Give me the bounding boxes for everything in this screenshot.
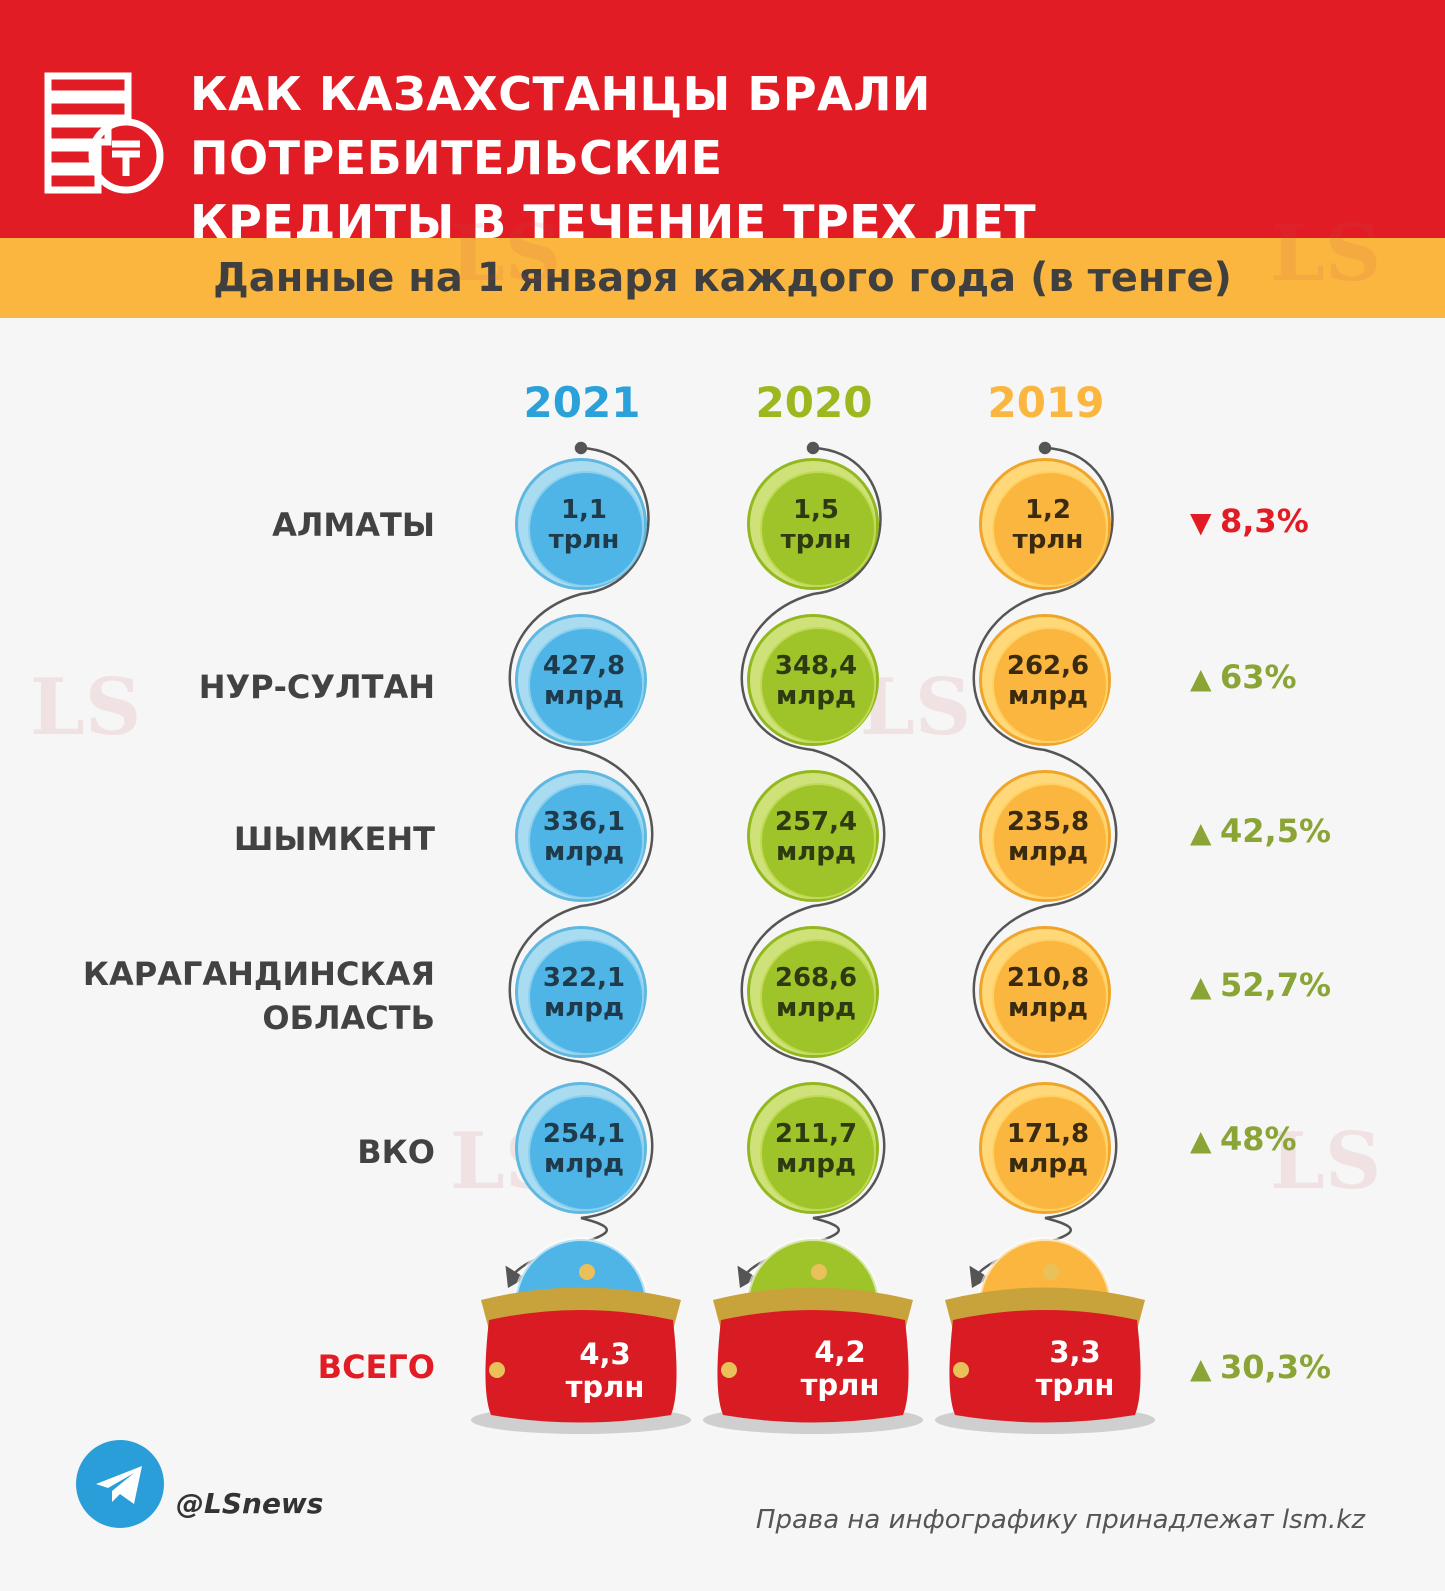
coin-karaganda-2020: 268,6 млрд <box>747 926 879 1058</box>
arrow-up-icon: ▲ <box>1190 662 1212 695</box>
watermark: LS <box>450 208 562 299</box>
coin-nur-sultan-2019: 262,6 млрд <box>979 614 1111 746</box>
telegram-handle[interactable]: @LSnews <box>176 1487 324 1520</box>
watermark: LS <box>1270 208 1382 299</box>
subtitle: Данные на 1 января каждого года (в тенге… <box>213 255 1232 301</box>
purse-icon <box>471 1237 691 1434</box>
row-label-karaganda-line1: КАРАГАНДИНСКАЯ <box>82 955 435 993</box>
arrow-up-icon: ▲ <box>1190 1352 1212 1385</box>
total-2021: 4,3 трлн <box>565 1337 645 1404</box>
coin-almaty-2019: 1,2 трлн <box>979 458 1111 590</box>
row-label-karaganda: КАРАГАНДИНСКАЯ ОБЛАСТЬ <box>83 952 435 1040</box>
title-line-1: КАК КАЗАХСТАНЦЫ БРАЛИ ПОТРЕБИТЕЛЬСКИЕ <box>190 67 931 185</box>
arrow-down-icon: ▼ <box>1190 506 1212 539</box>
row-label-almaty: АЛМАТЫ <box>272 506 435 544</box>
arrow-up-icon: ▲ <box>1190 816 1212 849</box>
purse-icon <box>703 1237 923 1434</box>
row-label-karaganda-line2: ОБЛАСТЬ <box>262 999 435 1037</box>
row-label-vko: ВКО <box>357 1133 435 1171</box>
change-nur-sultan: ▲ 63% <box>1190 658 1297 696</box>
coin-shymkent-2021: 336,1 млрд <box>515 770 647 902</box>
coins-tenge-icon <box>44 72 164 194</box>
arrowhead-icon <box>969 1265 990 1289</box>
arrowhead-icon <box>737 1265 758 1289</box>
coin-almaty-2020: 1,5 трлн <box>747 458 879 590</box>
arrowhead-icon <box>505 1265 526 1289</box>
total-label: ВСЕГО <box>317 1348 435 1386</box>
row-label-nur-sultan: НУР-СУЛТАН <box>198 668 435 706</box>
coin-vko-2019: 171,8 млрд <box>979 1082 1111 1214</box>
coin-nur-sultan-2020: 348,4 млрд <box>747 614 879 746</box>
connector-wave <box>508 446 654 1279</box>
watermark: LS <box>30 662 142 753</box>
coin-karaganda-2021: 322,1 млрд <box>515 926 647 1058</box>
connector-wave <box>740 446 886 1279</box>
coin-vko-2021: 254,1 млрд <box>515 1082 647 1214</box>
connector-wave <box>972 446 1118 1279</box>
coin-vko-2020: 211,7 млрд <box>747 1082 879 1214</box>
year-2020: 2020 <box>755 378 873 427</box>
year-2021: 2021 <box>523 378 641 427</box>
coin-almaty-2021: 1,1 трлн <box>515 458 647 590</box>
watermark: LS <box>1270 1116 1382 1207</box>
row-label-shymkent: ШЫМКЕНТ <box>233 820 435 858</box>
telegram-icon[interactable] <box>76 1440 164 1528</box>
arrow-up-icon: ▲ <box>1190 970 1212 1003</box>
arrow-up-icon: ▲ <box>1190 1124 1212 1157</box>
purse-icon <box>935 1237 1155 1434</box>
change-total: ▲ 30,3% <box>1190 1348 1332 1386</box>
change-almaty: ▼ 8,3% <box>1190 502 1309 540</box>
change-karaganda: ▲ 52,7% <box>1190 966 1332 1004</box>
coin-nur-sultan-2021: 427,8 млрд <box>515 614 647 746</box>
copyright-text: Права на инфографику принадлежат lsm.kz <box>755 1505 1365 1535</box>
subheader-banner: Данные на 1 января каждого года (в тенге… <box>0 238 1445 318</box>
coin-shymkent-2019: 235,8 млрд <box>979 770 1111 902</box>
total-2019: 3,3 трлн <box>1035 1335 1115 1402</box>
total-2020: 4,2 трлн <box>800 1335 880 1402</box>
change-vko: ▲ 48% <box>1190 1120 1297 1158</box>
coin-karaganda-2019: 210,8 млрд <box>979 926 1111 1058</box>
change-shymkent: ▲ 42,5% <box>1190 812 1332 850</box>
year-2019: 2019 <box>987 378 1105 427</box>
coin-shymkent-2020: 257,4 млрд <box>747 770 879 902</box>
